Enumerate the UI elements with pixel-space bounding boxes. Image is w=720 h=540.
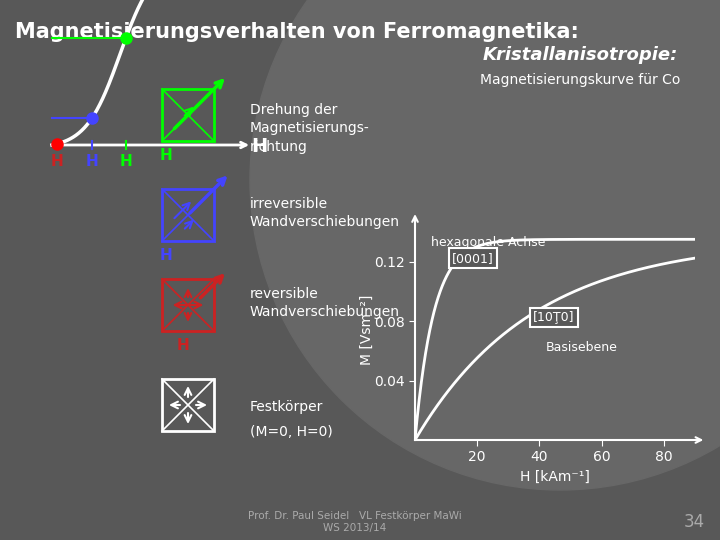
- Text: H: H: [86, 153, 98, 168]
- Text: H: H: [176, 338, 189, 353]
- Text: (M=0, H=0): (M=0, H=0): [250, 425, 333, 439]
- Text: irreversible
Wandverschiebungen: irreversible Wandverschiebungen: [250, 197, 400, 230]
- Circle shape: [250, 0, 720, 490]
- Bar: [162, 89, 214, 141]
- X-axis label: H [kAm⁻¹]: H [kAm⁻¹]: [520, 470, 590, 484]
- Text: Prof. Dr. Paul Seidel   VL Festkörper MaWi
WS 2013/14: Prof. Dr. Paul Seidel VL Festkörper MaWi…: [248, 511, 462, 533]
- Text: Drehung der
Magnetisierungs-
richtung: Drehung der Magnetisierungs- richtung: [250, 103, 370, 154]
- Text: 34: 34: [684, 513, 705, 531]
- Text: H: H: [50, 153, 63, 168]
- Bar: [162, 279, 214, 331]
- Text: H: H: [160, 247, 172, 262]
- Text: Magnetisierungskurve für Co: Magnetisierungskurve für Co: [480, 73, 680, 87]
- Text: [0001]: [0001]: [452, 252, 494, 265]
- Text: Kristallanisotropie:: Kristallanisotropie:: [482, 46, 678, 64]
- Text: reversible
Wandverschiebungen: reversible Wandverschiebungen: [250, 287, 400, 319]
- Text: H: H: [160, 147, 172, 163]
- Text: Festkörper: Festkörper: [250, 400, 323, 414]
- Text: H: H: [120, 153, 132, 168]
- Text: hexagonale Achse: hexagonale Achse: [431, 236, 545, 249]
- Bar: [162, 379, 214, 431]
- Y-axis label: M [Vsm⁻²]: M [Vsm⁻²]: [360, 295, 374, 365]
- Text: Magnetisierungsverhalten von Ferromagnetika:: Magnetisierungsverhalten von Ferromagnet…: [15, 22, 579, 42]
- Text: H: H: [251, 138, 267, 157]
- Text: Basisebene: Basisebene: [546, 341, 618, 354]
- Text: [10Ţ0]: [10Ţ0]: [534, 311, 575, 324]
- Bar: [162, 189, 214, 241]
